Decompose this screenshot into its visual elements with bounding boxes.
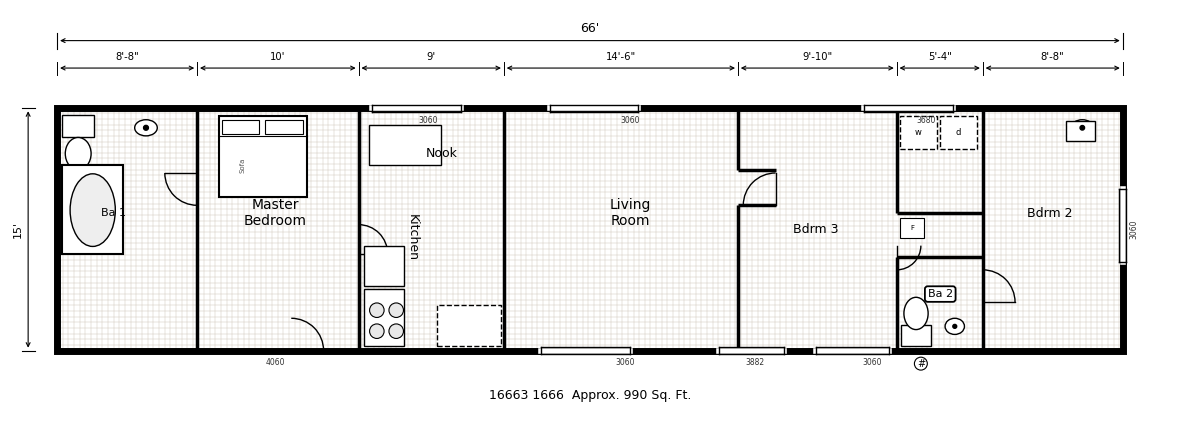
Text: 15': 15': [12, 221, 23, 238]
Ellipse shape: [904, 297, 928, 329]
Text: 8'-8": 8'-8": [1041, 53, 1064, 62]
Bar: [899, 117, 936, 149]
Text: 8'-8": 8'-8": [115, 53, 139, 62]
Text: 66': 66': [580, 22, 599, 35]
Text: 3060: 3060: [1129, 220, 1139, 239]
Text: 3680: 3680: [916, 116, 935, 125]
Text: Kitchen: Kitchen: [405, 214, 419, 261]
Text: Living
Room: Living Room: [610, 198, 651, 229]
Bar: [62, 115, 94, 138]
Circle shape: [389, 324, 403, 339]
Circle shape: [389, 303, 403, 318]
Text: 3882: 3882: [745, 358, 764, 367]
Text: 3060: 3060: [616, 358, 635, 367]
Bar: [368, 124, 441, 165]
Bar: [364, 289, 404, 346]
Ellipse shape: [66, 138, 91, 170]
Text: 10': 10': [270, 53, 286, 62]
Circle shape: [144, 125, 148, 130]
Circle shape: [370, 324, 384, 339]
Text: Nook: Nook: [426, 147, 457, 160]
Bar: [222, 120, 260, 134]
Text: Master
Bedroom: Master Bedroom: [244, 198, 306, 229]
Text: Bdrm 2: Bdrm 2: [1027, 207, 1073, 220]
Text: F: F: [910, 225, 914, 231]
Text: 4060: 4060: [266, 358, 285, 367]
Circle shape: [1080, 126, 1085, 130]
Text: 3060: 3060: [419, 116, 438, 125]
Text: 5'-4": 5'-4": [928, 53, 952, 62]
Circle shape: [953, 325, 957, 328]
Ellipse shape: [945, 318, 964, 335]
Text: 16663 1666  Approx. 990 Sq. Ft.: 16663 1666 Approx. 990 Sq. Ft.: [489, 389, 691, 402]
Text: 9'-10": 9'-10": [803, 53, 832, 62]
Bar: [940, 117, 977, 149]
Bar: [902, 325, 930, 346]
Text: 14'-6": 14'-6": [605, 53, 636, 62]
Bar: [266, 120, 303, 134]
Text: w: w: [914, 128, 921, 137]
Text: Ba 2: Ba 2: [928, 289, 953, 299]
Bar: [57, 109, 1123, 350]
Text: Ba 1: Ba 1: [102, 208, 127, 219]
Bar: [437, 305, 501, 346]
Text: Bdrm 3: Bdrm 3: [793, 223, 838, 236]
Circle shape: [370, 303, 384, 318]
Bar: [1066, 121, 1096, 141]
Bar: [62, 165, 123, 254]
Bar: [219, 117, 307, 197]
Text: 3060: 3060: [621, 116, 640, 125]
Text: d: d: [956, 128, 960, 137]
Ellipse shape: [71, 174, 115, 247]
Ellipse shape: [1070, 120, 1093, 136]
Text: #: #: [917, 359, 925, 369]
Text: Sofa: Sofa: [240, 157, 246, 173]
Text: 3060: 3060: [862, 358, 883, 367]
Bar: [899, 218, 925, 237]
Text: 9': 9': [427, 53, 435, 62]
Ellipse shape: [135, 120, 158, 136]
Bar: [364, 246, 404, 286]
